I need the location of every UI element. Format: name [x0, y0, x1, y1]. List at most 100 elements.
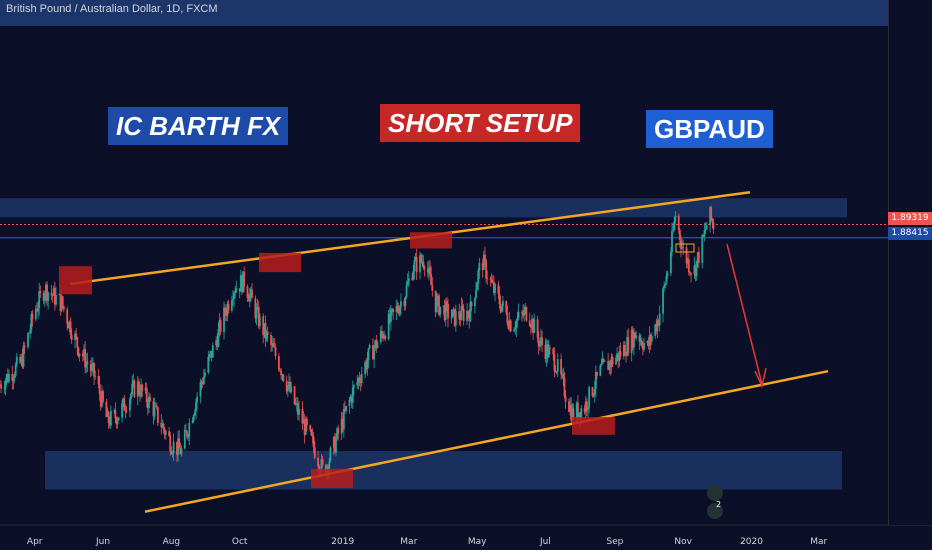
candle-body	[27, 333, 29, 348]
candle-body	[607, 361, 610, 370]
candle-body	[494, 284, 496, 293]
candle-body	[311, 434, 314, 437]
candle-body	[609, 361, 612, 368]
candle-body	[337, 428, 340, 434]
candle-body	[359, 381, 362, 383]
candle-body	[188, 422, 191, 437]
candle-body	[15, 356, 18, 365]
candle-body	[246, 286, 249, 298]
candle-body	[536, 319, 539, 338]
candle-body	[429, 267, 431, 275]
candle-body	[430, 274, 433, 286]
candle-body	[102, 391, 104, 402]
candle-body	[36, 309, 38, 312]
candle-body	[243, 271, 246, 287]
candle-body	[381, 330, 383, 334]
candle-body	[117, 417, 120, 420]
candle-body	[451, 309, 454, 318]
candle-body	[584, 401, 587, 412]
candle-body	[271, 343, 274, 345]
candle-body	[67, 323, 70, 329]
events-icon[interactable]	[707, 503, 723, 519]
candle-body	[133, 380, 136, 397]
candle-body	[403, 301, 406, 306]
candle-body	[345, 406, 347, 411]
candle-body	[546, 344, 549, 358]
candle-body	[509, 320, 512, 332]
candle-body	[37, 307, 39, 312]
candle-body	[66, 309, 69, 324]
candle-body	[654, 324, 657, 336]
candle-body	[183, 429, 186, 449]
candle-body	[406, 281, 409, 286]
candle-body	[428, 267, 430, 273]
candle-body	[648, 335, 651, 346]
candle-body	[98, 384, 101, 395]
candle-body	[672, 230, 675, 232]
news-icon[interactable]	[707, 485, 723, 501]
candle-body	[239, 275, 242, 292]
price-axis[interactable]	[888, 0, 932, 525]
candle-body	[46, 284, 48, 301]
candle-body	[689, 272, 691, 274]
candle-body	[266, 331, 269, 335]
candle-body	[108, 423, 111, 426]
candle-body	[280, 370, 283, 376]
candle-body	[552, 348, 555, 355]
candle-body	[505, 301, 508, 313]
candle-body	[77, 347, 80, 357]
candle-body	[443, 305, 446, 320]
candle-body	[587, 407, 589, 410]
x-tick-label: Mar	[400, 537, 417, 547]
brand-label: IC BARTH FX	[108, 107, 289, 145]
candle-body	[43, 294, 46, 301]
candle-body	[55, 294, 57, 305]
candle-body	[498, 293, 501, 305]
candle-body	[358, 378, 361, 382]
candle-body	[682, 247, 685, 248]
candle-body	[549, 347, 551, 349]
candle-body	[234, 292, 237, 294]
candle-body	[256, 306, 259, 309]
candle-body	[404, 297, 407, 306]
candle-body	[469, 302, 472, 322]
candle-body	[289, 381, 291, 392]
candle-body	[591, 387, 594, 396]
candle-body	[545, 344, 548, 360]
candle-body	[711, 218, 714, 223]
candle-body	[400, 301, 402, 307]
candle-body	[342, 408, 345, 430]
candle-body	[86, 361, 89, 365]
candle-body	[349, 396, 352, 400]
candle-body	[312, 436, 315, 448]
candle-body	[585, 401, 588, 410]
candle-body	[669, 252, 672, 274]
candle-body	[445, 301, 448, 304]
candle-body	[547, 347, 550, 358]
candle-body	[199, 381, 202, 397]
candle-body	[538, 341, 541, 347]
candle-body	[356, 381, 359, 386]
candle-body	[121, 403, 123, 418]
candle-body	[610, 357, 613, 368]
candle-body	[290, 386, 293, 392]
x-tick-label: Jun	[95, 537, 110, 547]
candle-body	[577, 402, 579, 418]
candle-body	[454, 311, 457, 326]
candle-body	[392, 308, 395, 312]
candle-body	[227, 303, 230, 311]
candle-body	[664, 284, 667, 286]
candle-body	[657, 320, 660, 326]
x-tick-label: Nov	[674, 537, 692, 547]
candle-body	[578, 412, 580, 418]
candle-body	[365, 362, 368, 370]
candle-body	[13, 375, 16, 379]
candle-body	[541, 337, 543, 345]
candle-body	[686, 259, 689, 264]
candle-body	[180, 448, 183, 455]
candle-body	[123, 398, 126, 411]
candle-body	[705, 225, 708, 230]
candle-body	[674, 215, 677, 222]
